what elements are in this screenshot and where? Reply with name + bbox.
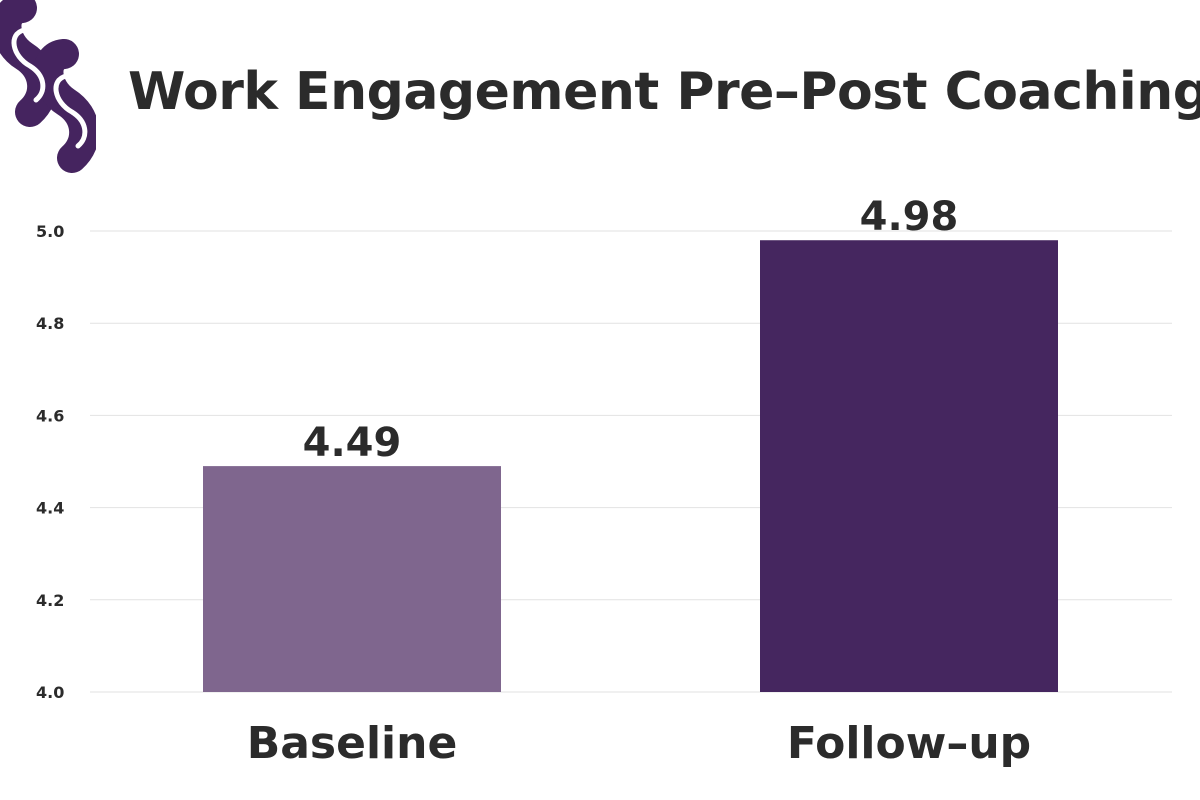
y-tick-label: 4.4 — [36, 499, 64, 518]
x-category-label: Follow–up — [787, 718, 1031, 769]
bar-value-label: 4.49 — [303, 420, 402, 466]
double-s-logo-icon — [0, 0, 96, 173]
y-tick-label: 4.0 — [36, 683, 64, 702]
y-tick-label: 5.0 — [36, 222, 64, 241]
bar-value-label: 4.98 — [860, 194, 959, 240]
y-tick-label: 4.2 — [36, 591, 64, 610]
bar-baseline — [203, 466, 501, 692]
y-tick-label: 4.8 — [36, 314, 64, 333]
y-tick-label: 4.6 — [36, 406, 64, 425]
bar-follow-up — [760, 240, 1058, 692]
x-category-label: Baseline — [247, 718, 458, 769]
chart-title: Work Engagement Pre–Post Coaching — [128, 62, 1200, 122]
